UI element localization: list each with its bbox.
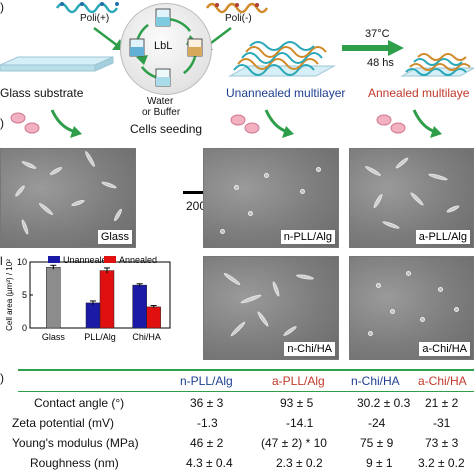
cells-seeding-label: Cells seeding bbox=[130, 122, 203, 136]
cell: 21 ± 2 bbox=[425, 396, 459, 410]
beaker-icon bbox=[129, 38, 145, 57]
panel-letter-d: ) bbox=[0, 371, 4, 385]
panel-letter-a: ) bbox=[0, 0, 4, 14]
table-row: Roughness (nm) 4.3 ± 0.4 2.3 ± 0.2 9 ± 1… bbox=[0, 454, 474, 473]
water-label: Water bbox=[147, 96, 174, 107]
cell: 2.3 ± 0.2 bbox=[276, 456, 323, 470]
anneal-time-label: 48 hs bbox=[367, 57, 394, 69]
row-label: Zeta potential (mV) bbox=[12, 416, 115, 430]
x-tick-label: Chi/HA bbox=[132, 332, 161, 342]
seeding-arrow-icon bbox=[50, 109, 82, 138]
table-row: Zeta potential (mV) -1.3 -14.1 -24 -31 bbox=[0, 414, 474, 433]
micrograph-label-n-pll-alg: n-PLL/Alg bbox=[280, 230, 335, 244]
bar bbox=[132, 284, 147, 329]
beaker-icon bbox=[155, 68, 171, 87]
table-header-a-chi-ha: a-Chi/HA bbox=[418, 374, 467, 388]
cell: 36 ± 3 bbox=[190, 396, 224, 410]
x-tick-label: PLL/Alg bbox=[84, 332, 116, 342]
beaker-icon bbox=[187, 38, 203, 57]
bar bbox=[85, 302, 101, 329]
bar-chart-panel: l 0 5 10 Cell area (µm²) / 10² Glass PLL/Alg C… bbox=[0, 252, 200, 365]
lbl-label: LbL bbox=[154, 40, 173, 52]
cell: 9 ± 1 bbox=[366, 456, 393, 470]
y-tick-label: 10 bbox=[17, 257, 27, 267]
micrograph-n-pll-alg: n-PLL/Alg bbox=[203, 148, 339, 248]
micrograph-n-chi-ha: n-Chi/HA bbox=[203, 256, 339, 360]
cells-icon bbox=[10, 112, 40, 134]
cell: -24 bbox=[368, 416, 386, 430]
micrograph-label-n-chi-ha: n-Chi/HA bbox=[284, 342, 335, 356]
x-tick-label: Glass bbox=[42, 332, 66, 342]
cell: 73 ± 3 bbox=[425, 436, 459, 450]
bar bbox=[99, 270, 115, 329]
panel-letter-b: ) bbox=[0, 116, 4, 130]
row-label: Roughness (nm) bbox=[30, 456, 119, 470]
legend-swatch bbox=[48, 256, 60, 263]
table-top-rule bbox=[18, 369, 474, 371]
micrograph-label-glass: Glass bbox=[97, 230, 132, 244]
row-label: Young's modulus (MPa) bbox=[12, 436, 139, 450]
cell: -14.1 bbox=[286, 416, 314, 430]
cell: 30.2 ± 0.3 bbox=[357, 396, 411, 410]
panel-letter-c: l bbox=[0, 254, 3, 268]
glass-substrate-label: Glass substrate bbox=[0, 86, 84, 100]
seeding-arrow-icon bbox=[412, 109, 442, 138]
properties-table: ) n-PLL/Alg a-PLL/Alg n-Chi/HA a-Chi/HA … bbox=[0, 368, 474, 474]
poli-pos-label: Poli(+) bbox=[80, 13, 110, 24]
bar bbox=[46, 267, 61, 329]
cell: -31 bbox=[433, 416, 451, 430]
table-header-rule bbox=[18, 391, 474, 392]
unannealed-multilayer-label: Unannealed multilayer bbox=[226, 86, 346, 100]
micrograph-label-a-chi-ha: a-Chi/HA bbox=[419, 342, 470, 356]
cell: 75 ± 9 bbox=[360, 436, 394, 450]
table-header-row: n-PLL/Alg a-PLL/Alg n-Chi/HA a-Chi/HA bbox=[0, 372, 474, 391]
cells-icon bbox=[230, 114, 260, 134]
y-tick-label: 5 bbox=[22, 290, 27, 300]
y-axis-label: Cell area (µm²) / 10² bbox=[5, 259, 14, 331]
micrograph-a-chi-ha: a-Chi/HA bbox=[349, 256, 474, 360]
unannealed-multilayer-icon bbox=[228, 41, 336, 77]
cell: 4.3 ± 0.4 bbox=[186, 456, 233, 470]
table-header-n-pll-alg: n-PLL/Alg bbox=[180, 374, 233, 388]
micrograph-label-a-pll-alg: a-PLL/Alg bbox=[415, 230, 470, 244]
poli-neg-label: Poli(-) bbox=[225, 13, 252, 24]
micrograph-glass: Glass bbox=[0, 148, 136, 248]
micrograph-a-pll-alg: a-PLL/Alg bbox=[349, 148, 474, 248]
cell: 3.2 ± 0.2 bbox=[418, 456, 465, 470]
beaker-icon bbox=[155, 8, 171, 27]
polyanion-chain-icon bbox=[205, 2, 269, 14]
cells-icon bbox=[376, 114, 406, 134]
seeding-arrow-icon bbox=[264, 109, 294, 138]
buffer-label: or Buffer bbox=[142, 107, 181, 118]
scheme-panel: ) Poli(+) Poli(-) LbL Water or Buffer bbox=[0, 0, 474, 140]
anneal-arrow-icon bbox=[342, 40, 404, 56]
anneal-temperature-label: 37°C bbox=[365, 28, 390, 40]
cell: (47 ± 2) * 10 bbox=[261, 436, 327, 450]
legend-swatch bbox=[104, 256, 116, 263]
glass-substrate-icon bbox=[0, 56, 114, 72]
table-row: Young's modulus (MPa) 46 ± 2 (47 ± 2) * … bbox=[0, 434, 474, 453]
cell: 46 ± 2 bbox=[190, 436, 224, 450]
cell: -1.3 bbox=[197, 416, 218, 430]
table-header-n-chi-ha: n-Chi/HA bbox=[351, 374, 400, 388]
table-row: Contact angle (°) 36 ± 3 93 ± 5 30.2 ± 0… bbox=[0, 394, 474, 413]
legend-label: Unannealed bbox=[63, 255, 112, 265]
y-tick-label: 0 bbox=[22, 323, 27, 333]
annealed-multilayer-label: Annealed multilaye bbox=[368, 86, 470, 100]
row-label: Contact angle (°) bbox=[34, 396, 125, 410]
table-header-a-pll-alg: a-PLL/Alg bbox=[272, 374, 325, 388]
bar bbox=[146, 306, 161, 329]
polycation-chain-icon bbox=[55, 2, 119, 14]
annealed-multilayer-icon bbox=[400, 53, 474, 77]
cell: 93 ± 5 bbox=[280, 396, 314, 410]
legend-label: Annealed bbox=[119, 255, 157, 265]
